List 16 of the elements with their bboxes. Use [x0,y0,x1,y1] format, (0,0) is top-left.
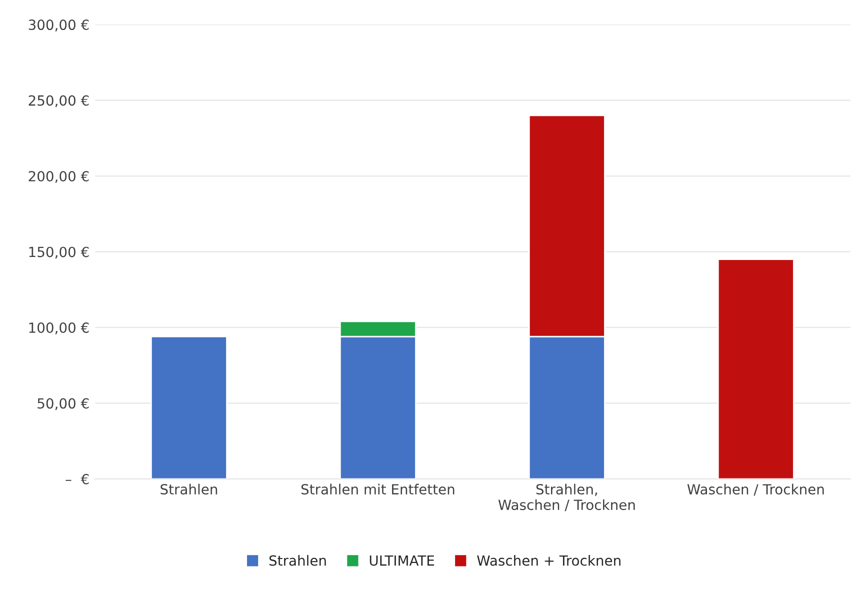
x-tick-label: Strahlen mit Entfetten [301,484,454,495]
x-tick-label: Strahlen [160,484,218,495]
y-tick-label: 100,00 € [29,322,89,334]
legend-label: Waschen + Trocknen [477,555,620,566]
y-tick-label: 50,00 € [38,398,89,410]
y-tick-label: – € [66,474,89,484]
bar [717,258,794,479]
y-tick-label: 200,00 € [28,170,89,183]
legend-label: ULTIMATE [370,555,434,566]
legend-label: Strahlen [269,555,326,566]
x-tick-label: Waschen / Trocknen [687,484,824,496]
y-tick-label: 250,00 € [28,95,89,108]
y-tick-label: 300,00 € [28,20,89,32]
bar [150,336,228,479]
x-tick-label: Strahlen, Waschen / Trocknen [498,484,635,512]
y-tick-label: 150,00 € [29,246,89,259]
